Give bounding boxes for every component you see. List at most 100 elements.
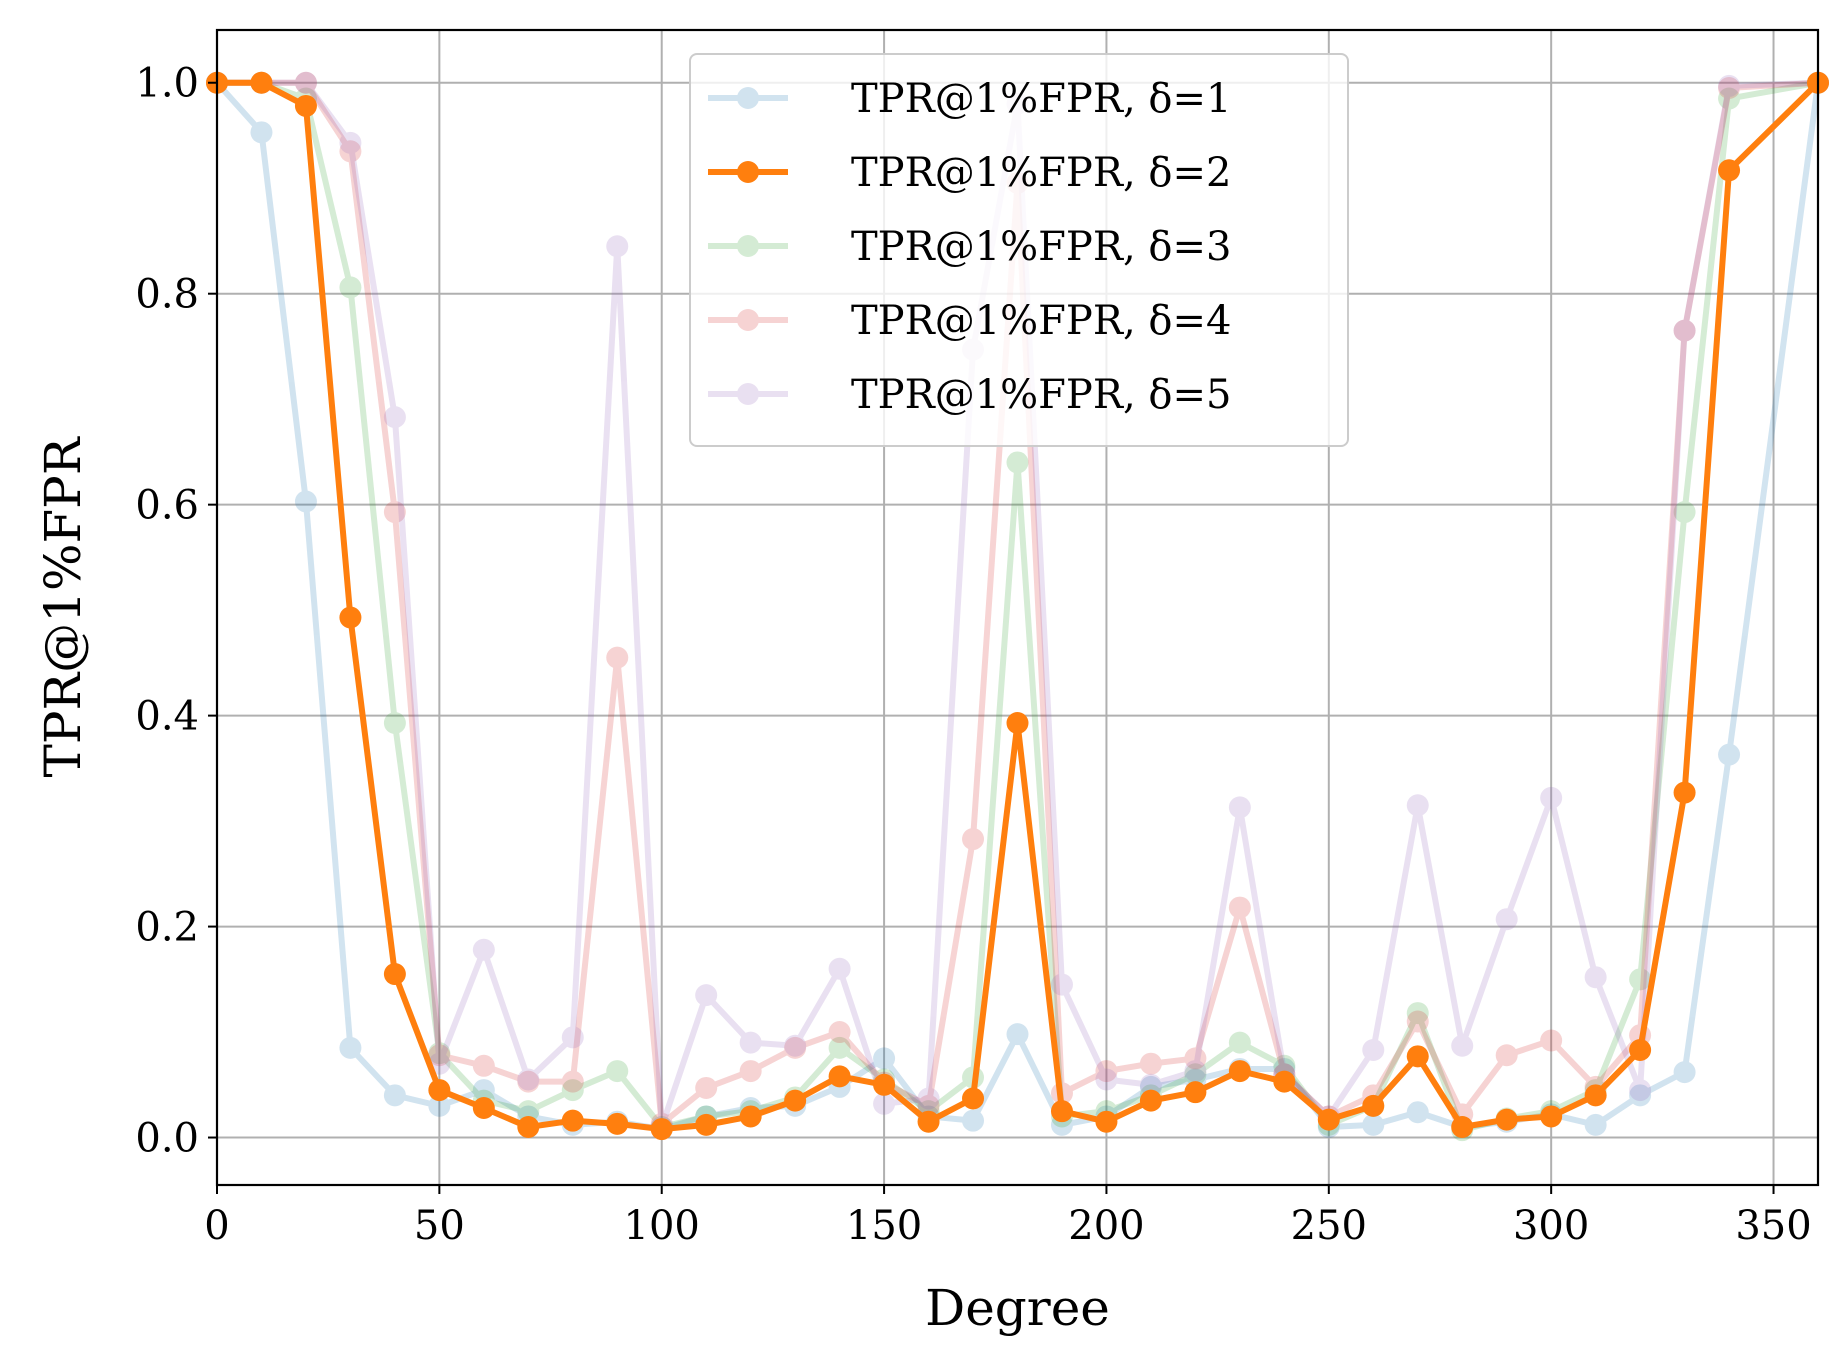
data-point <box>606 1112 629 1135</box>
legend: TPR@1%FPR, δ=1 TPR@1%FPR, δ=2 TPR@1%FPR, δ… <box>689 53 1349 447</box>
data-point <box>1629 1079 1652 1102</box>
data-point <box>339 606 362 629</box>
data-point <box>428 1044 451 1067</box>
data-point <box>561 1026 584 1049</box>
y-tick-label: 0.6 <box>135 483 199 529</box>
data-point <box>383 501 406 524</box>
x-tick-label: 250 <box>1291 1203 1367 1249</box>
data-point <box>1228 796 1251 819</box>
data-point <box>1139 1089 1162 1112</box>
data-point <box>1228 1031 1251 1054</box>
x-tick-label: 150 <box>846 1203 922 1249</box>
data-point <box>917 1087 940 1110</box>
y-axis-label: TPR@1%FPR <box>34 436 92 777</box>
data-point <box>695 984 718 1007</box>
data-point <box>1673 319 1696 342</box>
data-point <box>339 140 362 163</box>
data-point <box>561 1109 584 1132</box>
data-point <box>561 1079 584 1102</box>
data-point <box>1629 1084 1652 1107</box>
data-point <box>1629 968 1652 991</box>
x-axis-ticks: 0 50 100 150 200 250 300 350 <box>204 1185 1812 1249</box>
data-point <box>1273 1054 1296 1077</box>
series-delta-2 <box>206 71 1829 1141</box>
data-point <box>1406 1002 1429 1025</box>
data-point <box>828 957 851 980</box>
legend-swatch-marker <box>737 161 759 183</box>
data-point <box>1095 1060 1118 1083</box>
data-point <box>962 1087 985 1110</box>
data-point <box>1673 501 1696 524</box>
data-point <box>1050 973 1073 996</box>
data-point <box>1540 786 1563 809</box>
data-point <box>1495 1044 1518 1067</box>
data-point <box>428 1042 451 1065</box>
data-point <box>650 1118 673 1141</box>
legend-swatch <box>708 161 788 183</box>
data-point <box>294 490 317 513</box>
data-point <box>1184 1081 1207 1104</box>
data-point <box>1406 1010 1429 1033</box>
series-delta-5 <box>206 71 1829 1138</box>
data-point <box>873 1047 896 1070</box>
data-point <box>1184 1047 1207 1070</box>
data-point <box>739 1060 762 1083</box>
data-point <box>1362 1094 1385 1117</box>
data-point <box>1139 1073 1162 1096</box>
legend-label: TPR@1%FPR, δ=3 <box>851 224 1231 270</box>
data-point <box>1139 1052 1162 1075</box>
data-point <box>250 71 273 94</box>
data-point <box>739 1105 762 1128</box>
data-point <box>917 1094 940 1117</box>
data-point <box>294 94 317 117</box>
data-point <box>1273 1070 1296 1093</box>
data-point <box>1718 77 1741 100</box>
legend-entry: TPR@1%FPR, δ=4 <box>708 298 1231 344</box>
data-point <box>828 1065 851 1088</box>
data-point <box>339 131 362 154</box>
legend-swatch-marker <box>737 235 759 257</box>
legend-entry: TPR@1%FPR, δ=5 <box>708 372 1231 418</box>
series-layer <box>206 71 1829 1142</box>
data-point <box>1184 1060 1207 1083</box>
data-point <box>1006 1023 1029 1046</box>
x-tick-label: 350 <box>1735 1203 1811 1249</box>
data-point <box>1317 1108 1340 1131</box>
data-point <box>917 1110 940 1133</box>
data-point <box>1006 712 1029 734</box>
data-point <box>517 1115 540 1138</box>
x-tick-label: 200 <box>1068 1203 1144 1249</box>
legend-swatch <box>708 309 788 331</box>
x-tick-label: 0 <box>204 1203 229 1249</box>
data-point <box>472 1079 495 1102</box>
data-point <box>383 406 406 429</box>
legend-entry: TPR@1%FPR, δ=2 <box>708 150 1231 196</box>
data-point <box>339 1036 362 1059</box>
legend-swatch <box>708 383 788 405</box>
data-point <box>1228 1060 1251 1083</box>
y-tick-label: 1.0 <box>135 61 199 107</box>
x-axis-label: Degree <box>925 1279 1110 1337</box>
data-point <box>1718 159 1741 182</box>
data-point <box>294 71 317 94</box>
x-tick-label: 300 <box>1513 1203 1589 1249</box>
data-point <box>873 1073 896 1096</box>
data-point <box>1718 87 1741 110</box>
data-point <box>1451 1115 1474 1138</box>
y-tick-label: 0.4 <box>135 694 199 740</box>
y-tick-label: 0.8 <box>135 272 199 318</box>
data-point <box>1495 908 1518 931</box>
data-point <box>1095 1110 1118 1133</box>
data-point <box>1540 1105 1563 1128</box>
data-point <box>1718 74 1741 97</box>
data-point <box>561 1070 584 1093</box>
y-tick-label: 0.0 <box>135 1116 199 1162</box>
data-point <box>1673 781 1696 804</box>
data-point <box>784 1036 807 1059</box>
data-point <box>1584 966 1607 989</box>
data-point <box>339 276 362 299</box>
data-point <box>1184 1063 1207 1086</box>
data-point <box>606 235 629 258</box>
series-line <box>217 79 1819 1127</box>
data-point <box>428 1079 451 1102</box>
